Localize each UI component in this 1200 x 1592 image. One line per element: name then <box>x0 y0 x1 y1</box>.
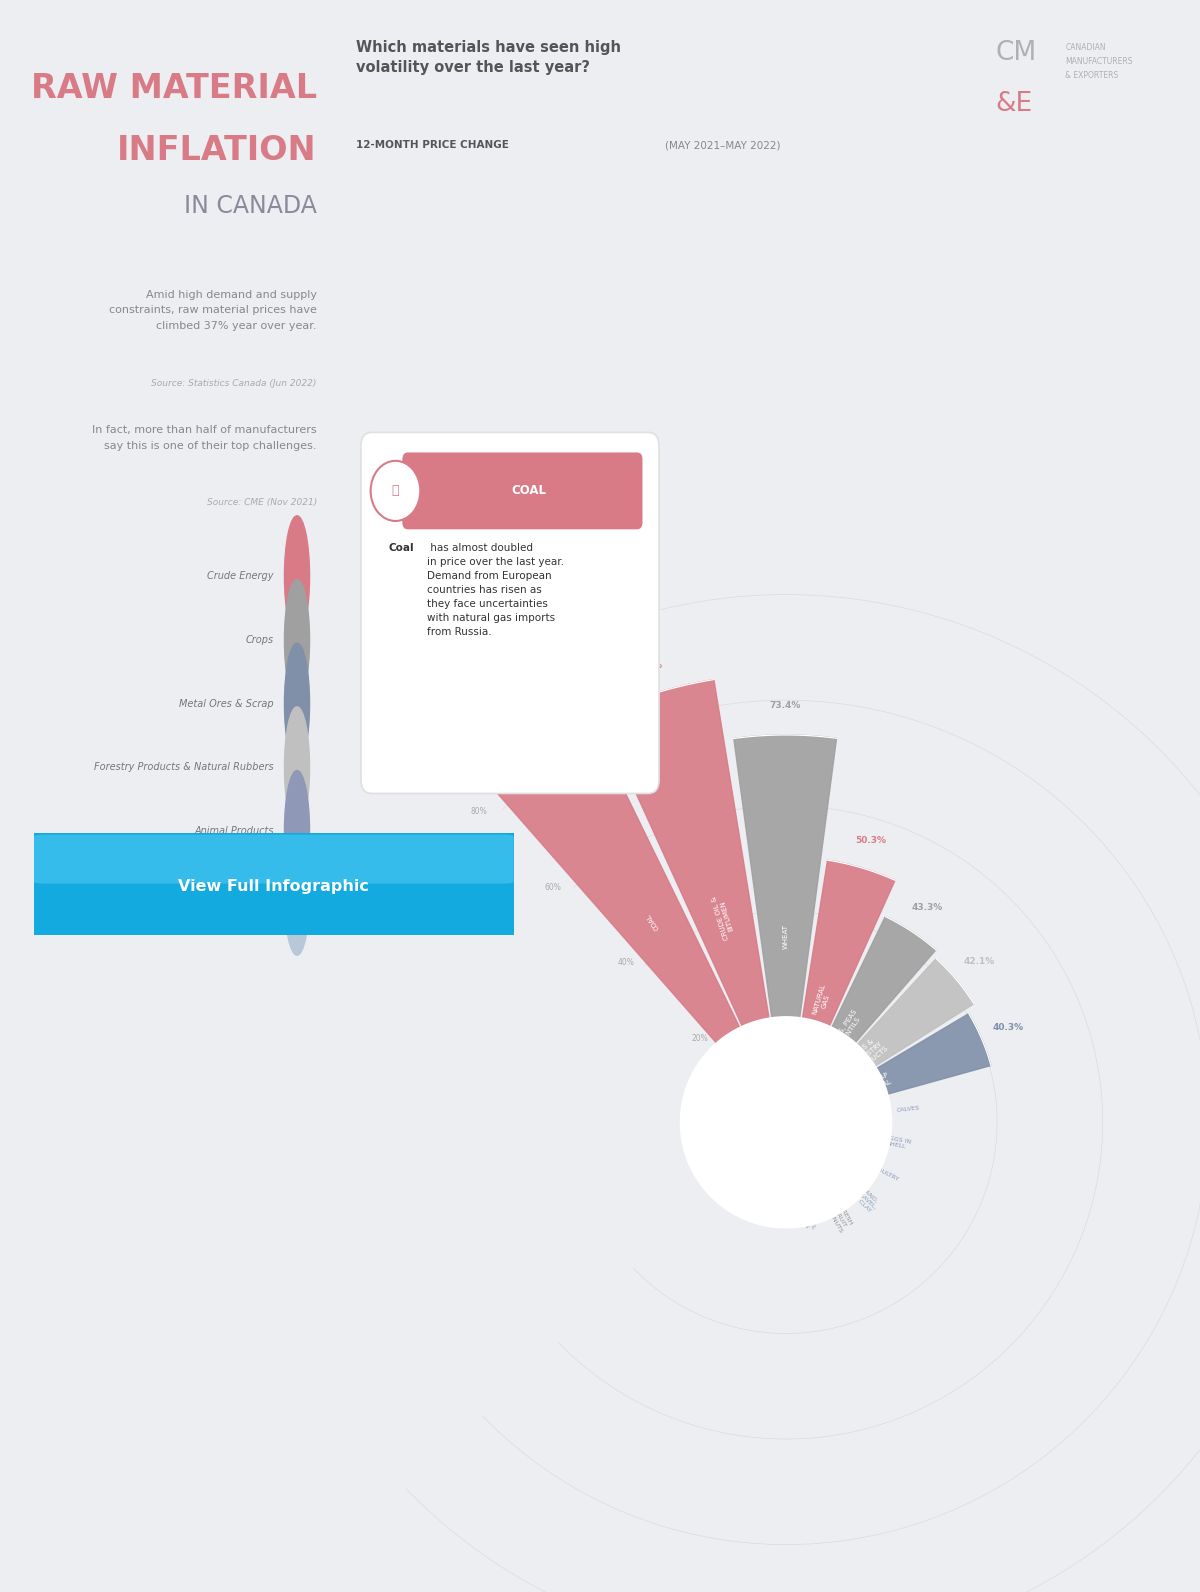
Text: NATURAL
GAS: NATURAL GAS <box>811 984 833 1017</box>
Text: NATURAL
RUBBER: NATURAL RUBBER <box>726 1169 752 1197</box>
Polygon shape <box>781 1122 786 1134</box>
Text: INFLATION: INFLATION <box>118 134 317 167</box>
Text: 2.1%: 2.1% <box>760 1156 784 1164</box>
Text: 8.1%: 8.1% <box>826 1167 850 1176</box>
Polygon shape <box>786 1122 811 1162</box>
Circle shape <box>284 579 310 700</box>
Text: BEANS, PEAS
& LENTILS: BEANS, PEAS & LENTILS <box>828 1008 864 1054</box>
Text: 20%: 20% <box>692 1035 709 1043</box>
Text: IN CANADA: IN CANADA <box>184 194 317 218</box>
Circle shape <box>284 707 310 828</box>
Polygon shape <box>782 1122 787 1140</box>
Text: Source: Statistics Canada (Jun 2022): Source: Statistics Canada (Jun 2022) <box>151 379 317 388</box>
Text: 42.1%: 42.1% <box>964 957 995 966</box>
Text: 100%: 100% <box>392 732 414 740</box>
Text: In fact, more than half of manufacturers
say this is one of their top challenges: In fact, more than half of manufacturers… <box>92 425 317 451</box>
Text: FRESH
FRUIT
& NUTS: FRESH FRUIT & NUTS <box>827 1205 853 1234</box>
Text: SCRAP
METAL: SCRAP METAL <box>866 1071 893 1092</box>
Polygon shape <box>786 1110 840 1124</box>
Text: Crude Energy: Crude Energy <box>208 572 274 581</box>
Text: Non-metallic Minerals: Non-metallic Minerals <box>168 890 274 899</box>
Text: COAL: COAL <box>644 912 660 931</box>
Text: 10.2%: 10.2% <box>853 1108 884 1118</box>
Polygon shape <box>786 1122 830 1137</box>
Polygon shape <box>680 1017 892 1227</box>
Text: 8.0%: 8.0% <box>809 1180 833 1189</box>
Polygon shape <box>733 736 836 1122</box>
Text: 40%: 40% <box>618 958 635 968</box>
Text: 3.3%: 3.3% <box>770 1164 796 1173</box>
Text: 5.8%: 5.8% <box>786 1176 811 1184</box>
Circle shape <box>284 643 310 764</box>
Text: &E: &E <box>996 91 1033 116</box>
Text: 43.3%: 43.3% <box>912 903 943 912</box>
Text: 50.3%: 50.3% <box>854 836 886 845</box>
Polygon shape <box>786 1122 821 1156</box>
Text: 12-MONTH PRICE CHANGE: 12-MONTH PRICE CHANGE <box>356 140 509 150</box>
Text: LOGS &
FORESTRY
PRODUCTS: LOGS & FORESTRY PRODUCTS <box>847 1035 889 1075</box>
Text: GOLD
ORES: GOLD ORES <box>749 1186 766 1207</box>
Text: NICKEL
ORES: NICKEL ORES <box>800 1207 816 1231</box>
Circle shape <box>284 516 310 637</box>
Text: 60%: 60% <box>545 884 562 892</box>
Polygon shape <box>455 670 786 1122</box>
Polygon shape <box>786 1122 797 1153</box>
Text: CRUDE OIL &
BITUMEN: CRUDE OIL & BITUMEN <box>710 893 737 939</box>
FancyBboxPatch shape <box>361 433 659 793</box>
Polygon shape <box>600 680 786 1122</box>
Text: CANADIAN
MANUFACTURERS
& EXPORTERS: CANADIAN MANUFACTURERS & EXPORTERS <box>1066 43 1133 80</box>
Text: Forestry Products & Natural Rubbers: Forestry Products & Natural Rubbers <box>95 763 274 772</box>
Polygon shape <box>786 1122 827 1148</box>
Text: Source: CME (Nov 2021): Source: CME (Nov 2021) <box>206 498 317 508</box>
Text: RAW MATERIAL: RAW MATERIAL <box>31 72 317 105</box>
Text: View Full Infographic: View Full Infographic <box>178 879 370 895</box>
FancyBboxPatch shape <box>0 826 547 941</box>
Circle shape <box>371 460 420 521</box>
Text: 73.4%: 73.4% <box>769 702 800 710</box>
Polygon shape <box>786 917 936 1122</box>
Text: has almost doubled
in price over the last year.
Demand from European
countries h: has almost doubled in price over the las… <box>427 543 564 637</box>
FancyBboxPatch shape <box>402 452 642 529</box>
Text: Amid high demand and supply
constraints, raw material prices have
climbed 37% ye: Amid high demand and supply constraints,… <box>109 290 317 331</box>
Polygon shape <box>786 1014 991 1122</box>
Text: Coal: Coal <box>389 543 414 552</box>
Text: 8.4%: 8.4% <box>846 1130 871 1140</box>
Text: Crops: Crops <box>246 635 274 645</box>
Text: 85.0%: 85.0% <box>632 661 662 670</box>
Text: WHEAT: WHEAT <box>782 923 788 949</box>
Text: COAL: COAL <box>512 484 547 497</box>
Text: 40.3%: 40.3% <box>992 1024 1024 1032</box>
Text: SAND,
GRAVEL,
& CLAY: SAND, GRAVEL, & CLAY <box>851 1184 882 1215</box>
Text: 1.4%: 1.4% <box>751 1146 776 1156</box>
FancyBboxPatch shape <box>34 834 514 884</box>
Text: CALVES: CALVES <box>895 1105 919 1113</box>
Polygon shape <box>786 958 974 1122</box>
Text: 8.3%: 8.3% <box>839 1151 863 1161</box>
Polygon shape <box>781 1122 786 1129</box>
Text: Which materials have seen high
volatility over the last year?: Which materials have seen high volatilit… <box>356 40 622 75</box>
Text: (MAY 2021–MAY 2022): (MAY 2021–MAY 2022) <box>665 140 780 150</box>
Text: CM: CM <box>996 40 1037 65</box>
Text: TIN, IRON
ALLOYS,
& OTHER
ORES: TIN, IRON ALLOYS, & OTHER ORES <box>768 1192 792 1224</box>
Text: EGGS IN
SHELL: EGGS IN SHELL <box>883 1135 911 1151</box>
Text: 95.2%: 95.2% <box>476 675 508 685</box>
Text: Animal Products: Animal Products <box>194 826 274 836</box>
Circle shape <box>284 771 310 892</box>
Polygon shape <box>786 860 895 1122</box>
Text: 80%: 80% <box>470 807 487 817</box>
Text: ⛏: ⛏ <box>391 484 400 497</box>
Circle shape <box>284 834 310 955</box>
Text: POULTRY: POULTRY <box>872 1165 899 1183</box>
Text: Metal Ores & Scrap: Metal Ores & Scrap <box>179 699 274 708</box>
